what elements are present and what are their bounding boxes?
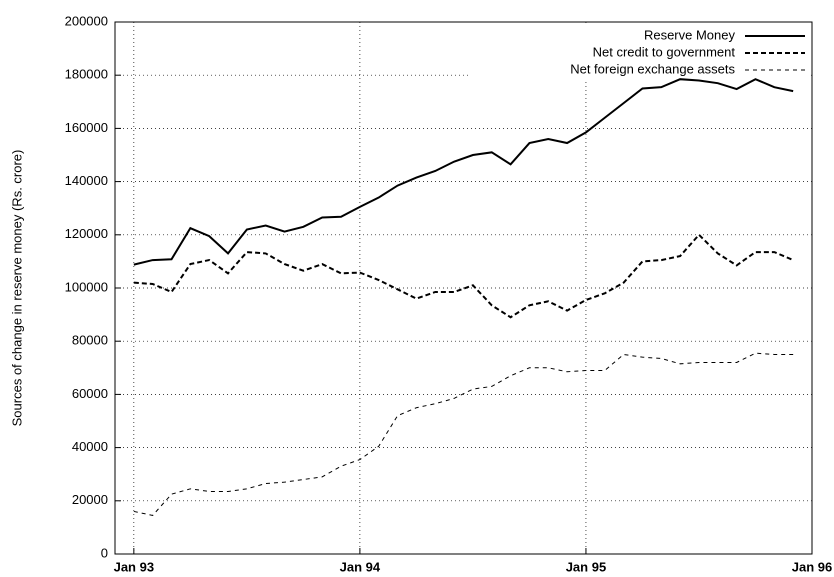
legend-label: Net credit to government [593,44,736,59]
legend-label: Net foreign exchange assets [570,61,735,76]
y-tick-label: 0 [101,545,108,560]
y-tick-label: 60000 [72,386,108,401]
x-tick-label: Jan 93 [114,559,154,574]
y-tick-label: 120000 [65,226,108,241]
x-tick-label: Jan 94 [340,559,381,574]
plot-frame [114,21,813,555]
legend-label: Reserve Money [644,27,736,42]
data-line [133,352,794,516]
x-tick-label: Jan 95 [566,559,606,574]
x-tick-label: Jan 96 [792,559,832,574]
y-tick-label: 20000 [72,492,108,507]
data-line [133,78,794,266]
y-tick-label: 100000 [65,279,108,294]
y-tick-label: 140000 [65,173,108,188]
y-tick-label: 160000 [65,120,108,135]
y-tick-label: 80000 [72,333,108,348]
y-tick-label: 200000 [65,13,108,28]
data-line [133,233,794,319]
y-axis-label: Sources of change in reserve money (Rs. … [9,150,24,427]
y-tick-label: 40000 [72,439,108,454]
y-tick-label: 180000 [65,67,108,82]
